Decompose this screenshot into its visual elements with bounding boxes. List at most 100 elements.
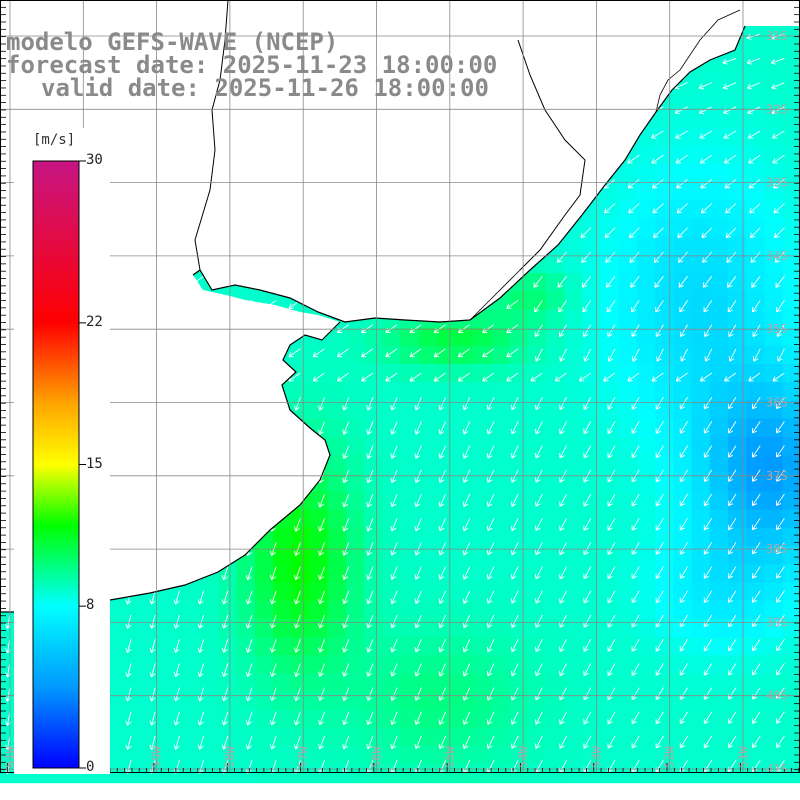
- field-cell: [291, 400, 310, 420]
- field-cell: [709, 673, 729, 693]
- field-cell: [254, 673, 274, 693]
- field-cell: [618, 309, 638, 329]
- field-cell: [418, 618, 438, 638]
- field-cell: [345, 509, 365, 529]
- field-cell: [728, 236, 747, 256]
- field-cell: [564, 327, 583, 347]
- field-cell: [637, 527, 656, 547]
- field-cell: [546, 618, 565, 638]
- field-cell: [655, 218, 674, 238]
- field-cell: [691, 691, 711, 711]
- field-cell: [546, 436, 565, 456]
- field-cell: [709, 546, 729, 565]
- field-cell: [546, 455, 565, 474]
- field-cell: [637, 309, 656, 329]
- field-cell: [546, 527, 565, 547]
- field-cell: [327, 364, 347, 383]
- field-cell: [582, 618, 602, 638]
- field-cell: [382, 637, 401, 656]
- field-cell: [291, 655, 310, 674]
- field-cell: [473, 400, 492, 420]
- field-cell: [491, 364, 511, 383]
- field-cell: [673, 691, 693, 711]
- field-cell: [327, 400, 347, 420]
- longitude-label: 58W: [223, 746, 237, 768]
- field-cell: [546, 709, 565, 729]
- field-cell: [709, 163, 729, 183]
- field-cell: [655, 436, 674, 456]
- field-cell: [309, 582, 329, 602]
- field-cell: [764, 655, 784, 674]
- field-cell: [546, 637, 565, 656]
- field-cell: [473, 382, 492, 401]
- longitude-label: 53W: [589, 746, 603, 768]
- field-cell: [618, 509, 638, 529]
- field-cell: [546, 309, 565, 329]
- field-cell: [691, 236, 711, 256]
- field-cell: [509, 709, 529, 729]
- land-area: [0, 0, 800, 612]
- colorbar-tick-label: 0: [86, 759, 95, 775]
- field-cell: [455, 491, 474, 511]
- field-cell: [618, 728, 638, 747]
- field-cell: [109, 618, 128, 638]
- field-cell: [655, 509, 674, 529]
- field-cell: [436, 600, 456, 620]
- field-cell: [728, 527, 747, 547]
- field-cell: [364, 673, 383, 693]
- field-cell: [618, 655, 638, 674]
- field-cell: [782, 436, 800, 456]
- field-cell: [782, 418, 800, 438]
- field-cell: [600, 309, 620, 329]
- field-cell: [382, 491, 401, 511]
- field-cell: [637, 327, 656, 347]
- field-cell: [691, 200, 711, 219]
- field-cell: [473, 491, 492, 511]
- field-cell: [400, 546, 420, 565]
- field-cell: [309, 764, 329, 784]
- field-cell: [418, 728, 438, 747]
- latitude-label: 34S: [766, 249, 788, 263]
- field-cell: [182, 709, 201, 729]
- field-cell: [637, 746, 656, 765]
- field-cell: [491, 564, 511, 583]
- field-cell: [327, 564, 347, 583]
- field-cell: [273, 655, 292, 674]
- field-cell: [728, 127, 747, 147]
- field-cell: [127, 709, 147, 729]
- river-uruguay: [469, 269, 521, 321]
- field-cell: [127, 637, 147, 656]
- field-cell: [709, 618, 729, 638]
- field-cell: [673, 600, 693, 620]
- field-cell: [345, 527, 365, 547]
- field-cell: [200, 582, 219, 602]
- field-cell: [673, 163, 693, 183]
- field-cell: [564, 691, 583, 711]
- field-cell: [728, 291, 747, 310]
- latitude-label: 37S: [766, 469, 788, 483]
- field-cell: [364, 327, 383, 347]
- field-cell: [364, 728, 383, 747]
- field-cell: [327, 473, 347, 492]
- field-cell: [200, 673, 219, 693]
- field-cell: [309, 728, 329, 747]
- field-cell: [582, 273, 602, 292]
- field-cell: [618, 418, 638, 438]
- field-cell: [400, 691, 420, 711]
- field-cell: [728, 746, 747, 765]
- field-cell: [527, 582, 547, 602]
- field-cell: [691, 382, 711, 401]
- field-cell: [618, 163, 638, 183]
- field-cell: [382, 345, 401, 365]
- colorbar-units: [m/s]: [33, 132, 76, 148]
- forecast-date: forecast date: 2025-11-23 18:00:00: [6, 51, 498, 79]
- field-cell: [527, 600, 547, 620]
- field-cell: [364, 400, 383, 420]
- field-cell: [564, 746, 583, 765]
- field-cell: [145, 746, 165, 765]
- field-cell: [582, 491, 602, 511]
- field-cell: [345, 382, 365, 401]
- field-cell: [418, 764, 438, 784]
- field-cell: [345, 564, 365, 583]
- field-cell: [473, 655, 492, 674]
